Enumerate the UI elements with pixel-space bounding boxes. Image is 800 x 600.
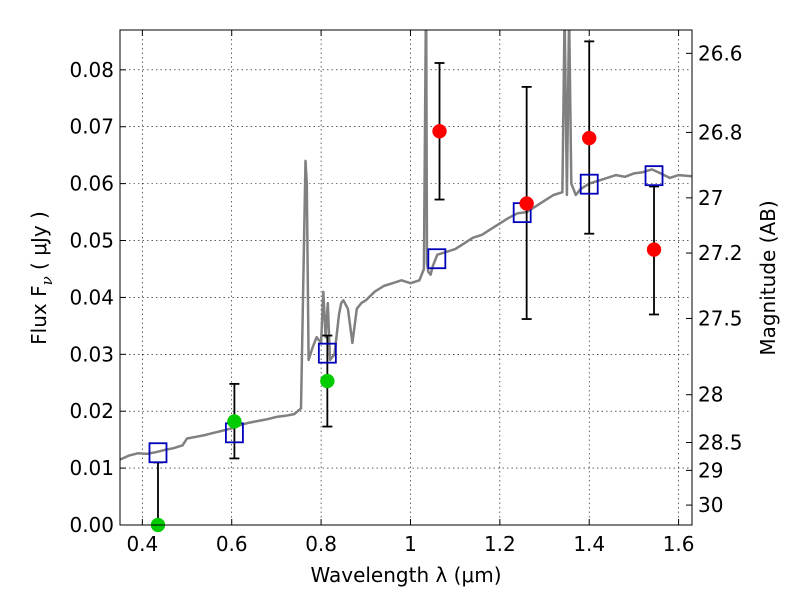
model-spectrum-line (120, 30, 692, 461)
y-tick-label: 0.05 (69, 229, 114, 253)
y-tick-label: 0.08 (69, 58, 114, 82)
x-tick-label: 0.8 (305, 532, 337, 556)
red-data-point (581, 130, 597, 146)
right-tick-label: 29 (698, 458, 723, 482)
model-square-marker (317, 342, 337, 364)
y-tick-label: 0.02 (69, 399, 114, 423)
y-axis-title-right: Magnitude (AB) (756, 200, 780, 355)
y-tick-label: 0.07 (69, 115, 114, 139)
red-data-point (646, 242, 662, 257)
y-axis-title-left: Flux Fν ( μJy ) (27, 211, 56, 345)
right-tick-label: 27 (698, 186, 723, 210)
right-tick-label: 27.2 (698, 241, 743, 265)
ticks (120, 30, 692, 526)
x-tick-label: 1.2 (484, 532, 516, 556)
x-tick-label: 1.4 (573, 532, 605, 556)
right-tick-label: 28.5 (698, 431, 743, 455)
y-tick-label: 0.03 (69, 342, 114, 366)
red-data-point (519, 196, 534, 211)
model-square-marker (148, 442, 168, 464)
grid (120, 30, 692, 525)
red-data-point (432, 124, 447, 139)
x-tick-label: 0.4 (126, 532, 158, 556)
x-axis-title: Wavelength λ (μm) (310, 563, 501, 587)
right-tick-label: 27.5 (698, 306, 743, 330)
tick-labels: 0.4 0.6 0.8 1 1.2 1.4 1.6 0.00 0.01 0.02 0.03 0.04 0… (69, 41, 742, 556)
x-tick-label: 1 (404, 532, 417, 556)
x-tick-label: 0.6 (216, 532, 248, 556)
plot-frame (119, 29, 693, 526)
model-square-marker (579, 173, 599, 195)
green-data-point (320, 373, 335, 389)
y-axis-title-left-units: ( μJy ) (27, 211, 51, 276)
green-data-point (227, 414, 242, 429)
right-tick-label: 26.8 (698, 120, 743, 144)
y-tick-label: 0.04 (69, 285, 114, 309)
model-square-marker (427, 248, 447, 270)
y-axis-title-left-sub: ν (38, 276, 56, 285)
y-axis-title-left-main: Flux F (27, 285, 51, 344)
y-tick-label: 0.00 (69, 513, 114, 537)
right-tick-label: 28 (698, 383, 723, 407)
plot-area (120, 30, 692, 461)
right-tick-label: 30 (698, 493, 723, 517)
x-tick-label: 1.6 (663, 532, 695, 556)
model-square-marker (644, 165, 664, 187)
right-tick-label: 26.6 (698, 41, 743, 65)
y-tick-label: 0.01 (69, 456, 114, 480)
y-tick-label: 0.06 (69, 172, 114, 196)
